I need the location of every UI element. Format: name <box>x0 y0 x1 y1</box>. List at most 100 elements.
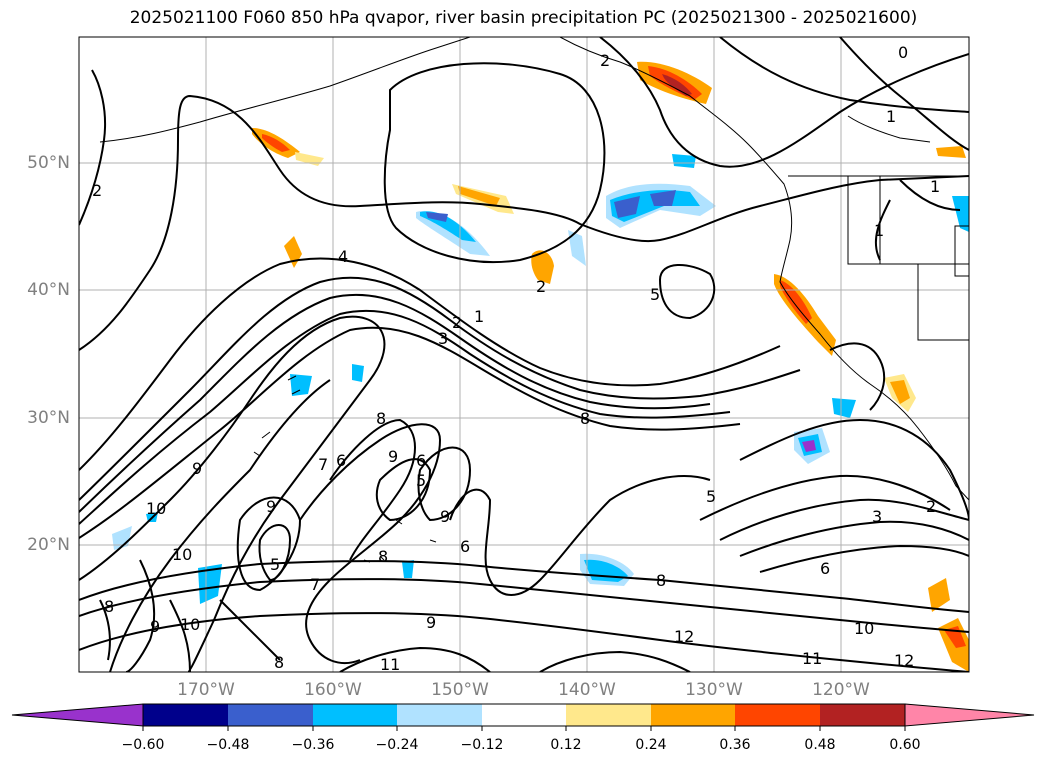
contour-label: 9 <box>440 507 450 526</box>
lat-tick-label: 40°N <box>27 280 70 300</box>
colorbar-tick-label: −0.12 <box>460 737 504 753</box>
contour-label: 4 <box>338 247 348 266</box>
precip-patch <box>352 364 364 382</box>
contour-label: 5 <box>706 487 716 506</box>
colorbar-cell <box>566 704 651 726</box>
precip-patch <box>672 154 696 168</box>
page-title: 2025021100 F060 850 hPa qvapor, river ba… <box>129 8 918 28</box>
colorbar-tick-label: −0.48 <box>206 737 250 753</box>
precip-patch <box>426 212 448 222</box>
precip-patch <box>936 146 966 158</box>
colorbar-tick-label: 0.48 <box>804 737 836 753</box>
precip-patch <box>458 186 500 206</box>
precip-patch <box>802 440 816 452</box>
contour-label: 5 <box>270 555 280 574</box>
precip-patch <box>531 250 554 284</box>
colorbar-frame <box>142 703 906 727</box>
lon-tick-label: 150°W <box>431 680 489 700</box>
precip-patch <box>944 626 966 648</box>
contour-label: 9 <box>150 617 160 636</box>
lon-tick-label: 120°W <box>812 680 870 700</box>
contour-label: 11 <box>380 655 400 674</box>
precip-patch <box>568 230 586 266</box>
contour-label: 12 <box>674 627 694 646</box>
colorbar-cell <box>397 704 482 726</box>
contour-label: 8 <box>656 571 666 590</box>
contour-label: 6 <box>336 451 346 470</box>
contour-label: 1 <box>886 107 896 126</box>
precip-patch <box>832 398 856 418</box>
contour-label: 9 <box>192 459 202 478</box>
lon-tick-label: 130°W <box>685 680 743 700</box>
map-frame <box>78 36 970 673</box>
colorbar-cell <box>143 704 228 726</box>
precip-patch <box>890 380 910 404</box>
lat-tick-label: 20°N <box>27 535 70 555</box>
contour-label: 7 <box>310 575 320 594</box>
colorbar-tick-label: 0.12 <box>550 737 582 753</box>
contour-labels: 0 1 2 2 1 2 4 2 1 3 5 5 8 8 9 9 7 6 9 10… <box>92 43 940 674</box>
precip-patch <box>198 564 222 604</box>
contour-label: 7 <box>318 455 328 474</box>
lon-tick-label: 160°W <box>304 680 362 700</box>
contour-label: 11 <box>802 649 822 668</box>
contour-label: 2 <box>600 51 610 70</box>
contour-label: 8 <box>376 409 386 428</box>
contour-label: 5 <box>650 285 660 304</box>
precip-patch <box>780 280 812 324</box>
contour-label: 2 <box>926 497 936 516</box>
contour-label: 9 <box>388 447 398 466</box>
contour-label: 8 <box>274 653 284 672</box>
precip-patch <box>402 560 414 578</box>
contour-label: 3 <box>872 507 882 526</box>
colorbar-tick-label: −0.24 <box>375 737 419 753</box>
colorbar-tick-label: 0.36 <box>719 737 751 753</box>
colorbar-tick-label: 0.24 <box>635 737 667 753</box>
lon-tick-label: 140°W <box>558 680 616 700</box>
map-background <box>79 37 969 672</box>
contour-label: 0 <box>898 43 908 62</box>
precip-patch <box>614 196 640 218</box>
colorbar-cell <box>735 704 820 726</box>
contour-label: 2 <box>92 181 102 200</box>
contour-label: 1 <box>930 177 940 196</box>
colorbar-cell <box>820 704 905 726</box>
contour-label: 9 <box>426 613 436 632</box>
contour-label: 8 <box>378 547 388 566</box>
colorbar-cell <box>313 704 397 726</box>
lat-tick-label: 30°N <box>27 408 70 428</box>
contour-label: 2 <box>452 313 462 332</box>
colorbar <box>11 703 1035 731</box>
contour-label: 5 <box>416 471 426 490</box>
precip-patch <box>262 134 290 152</box>
qvapor-contours <box>79 37 969 672</box>
colorbar-tick-label: −0.36 <box>291 737 335 753</box>
contour-label: 10 <box>146 499 166 518</box>
precip-patch <box>112 526 132 550</box>
contour-label: 10 <box>854 619 874 638</box>
precip-patch <box>952 196 969 232</box>
precip-patch <box>650 190 676 206</box>
contour-label: 6 <box>820 559 830 578</box>
contour-label: 2 <box>536 277 546 296</box>
contour-label: 6 <box>416 451 426 470</box>
precip-patch <box>928 578 950 612</box>
lat-tick-label: 50°N <box>27 153 70 173</box>
colorbar-cell <box>482 704 566 726</box>
colorbar-tick-label: −0.60 <box>121 737 165 753</box>
contour-label: 1 <box>474 307 484 326</box>
contour-label: 12 <box>894 651 914 670</box>
contour-label: 1 <box>874 221 884 240</box>
contour-label: 3 <box>438 329 448 348</box>
colorbar-extend-low <box>11 703 144 727</box>
colorbar-extend-high <box>904 703 1035 727</box>
contour-label: 10 <box>180 615 200 634</box>
lon-tick-label: 170°W <box>177 680 235 700</box>
graticule <box>79 37 969 672</box>
colorbar-cell <box>228 704 313 726</box>
contour-label: 8 <box>104 597 114 616</box>
precip-patch <box>662 74 692 96</box>
precip-patch <box>290 374 312 396</box>
contour-label: 10 <box>172 545 192 564</box>
